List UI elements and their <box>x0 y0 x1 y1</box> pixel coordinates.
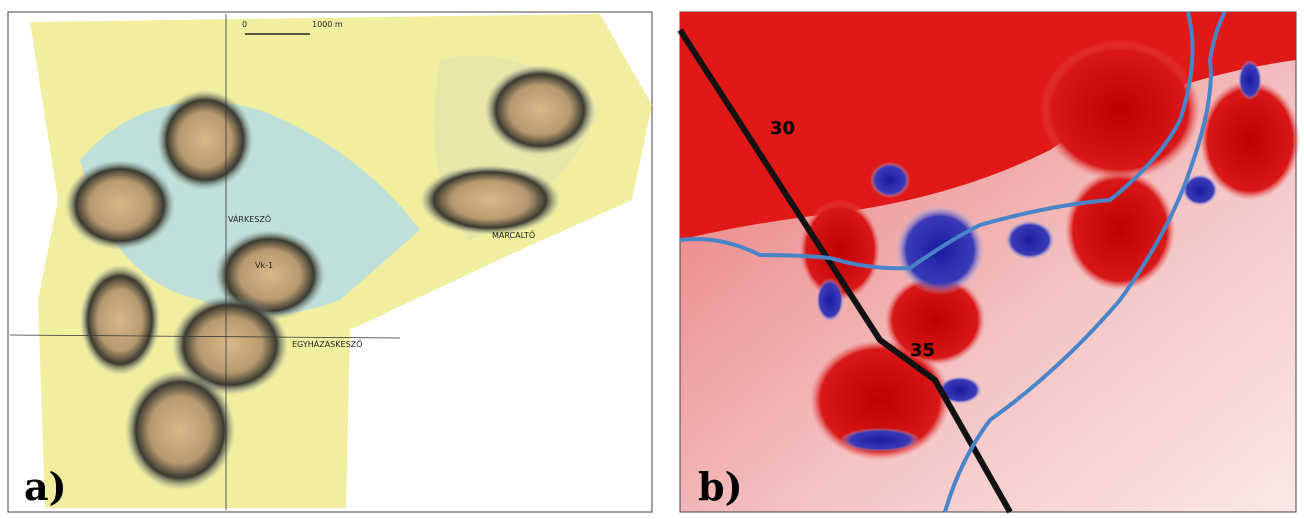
anomaly <box>1065 170 1175 290</box>
anomaly <box>816 278 844 322</box>
anomaly <box>1040 40 1200 180</box>
place-label: EGYHÁZASKESZŐ <box>292 338 362 349</box>
anomaly <box>1200 80 1300 200</box>
anomaly <box>420 165 560 235</box>
anomaly <box>800 200 880 300</box>
contour-label: 30 <box>770 118 795 139</box>
place-label: VÁRKESZŐ <box>228 213 271 224</box>
anomaly <box>840 428 920 452</box>
scale-start: 0 <box>242 20 247 29</box>
panel-label: b) <box>698 464 743 509</box>
anomaly <box>1182 174 1218 206</box>
anomaly <box>172 295 288 395</box>
panel-label: a) <box>24 464 67 509</box>
anomaly <box>125 370 235 490</box>
anomaly <box>65 160 175 250</box>
grid-line <box>9 334 401 339</box>
anomaly <box>485 65 595 155</box>
scale-end: 1000 m <box>312 20 343 29</box>
panel-b: 30 35 b) <box>677 11 1300 514</box>
place-label: Vk-1 <box>255 261 273 270</box>
river <box>943 11 1227 513</box>
anomaly <box>870 162 910 198</box>
anomaly <box>1238 60 1262 100</box>
anomaly <box>80 265 160 375</box>
river <box>679 11 1195 271</box>
place-label: MARCALTŐ <box>492 230 535 240</box>
contour-label: 35 <box>910 340 935 361</box>
anomaly <box>157 90 253 190</box>
anomaly <box>810 340 950 460</box>
anomaly <box>938 376 982 404</box>
panel-a: 0 1000 m VÁRKESZŐ Vk-1 MARCALTŐ EGYHÁZAS… <box>7 11 653 513</box>
anomaly <box>1005 220 1055 260</box>
anomaly <box>885 275 985 365</box>
